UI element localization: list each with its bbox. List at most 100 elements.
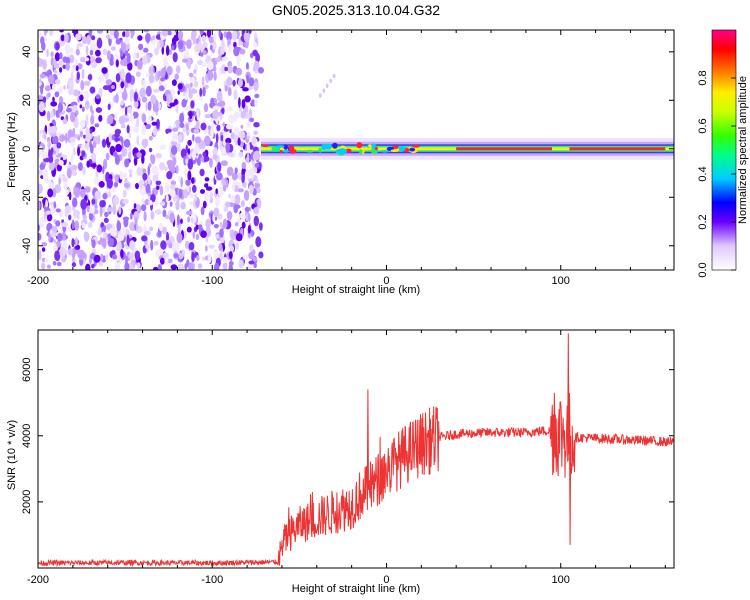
noise-blob (155, 180, 162, 185)
noise-blob (68, 214, 72, 221)
noise-blob (38, 145, 43, 156)
noise-blob (44, 257, 48, 264)
noise-blob (121, 147, 128, 157)
noise-blob (45, 178, 52, 184)
noise-blob (154, 209, 162, 215)
ridge-blob (288, 145, 295, 153)
noise-blob (176, 232, 183, 244)
noise-blob (150, 40, 157, 45)
noise-blob (75, 33, 82, 41)
noise-blob (75, 90, 80, 96)
noise-blob (184, 92, 188, 101)
noise-blob (194, 147, 200, 154)
signal-ridge (261, 73, 674, 160)
noise-blob (148, 135, 153, 141)
noise-blob (55, 42, 60, 51)
noise-blob (177, 90, 180, 95)
noise-blob (249, 117, 255, 123)
noise-blob (65, 132, 68, 144)
noise-blob (250, 169, 254, 180)
noise-blob (96, 37, 103, 49)
noise-blob (121, 124, 126, 129)
noise-blob (234, 167, 238, 175)
noise-blob (226, 77, 233, 86)
noise-blob (101, 237, 107, 248)
noise-blob (132, 51, 137, 62)
noise-blob (246, 120, 251, 128)
noise-blob (47, 140, 51, 150)
noise-blob (235, 242, 240, 250)
noise-blob (116, 220, 122, 232)
noise-blob (219, 228, 224, 238)
noise-blob (79, 130, 83, 138)
y-tick-label: 20 (21, 94, 33, 106)
colorbar-tick-label: 0.4 (697, 166, 709, 181)
colorbar-tick-label: 0.0 (697, 262, 709, 277)
noise-blob (177, 263, 184, 270)
noise-blob (227, 106, 233, 112)
noise-blob (182, 58, 189, 63)
noise-blob (222, 56, 229, 62)
noise-blob (74, 220, 80, 231)
noise-blob (227, 65, 233, 74)
noise-blob (108, 132, 112, 143)
noise-blob (164, 182, 170, 194)
noise-blob (248, 77, 255, 87)
noise-blob (102, 48, 108, 56)
noise-blob (72, 197, 78, 208)
noise-blob (188, 72, 194, 78)
noise-blob (235, 233, 243, 242)
noise-blob (243, 31, 250, 43)
noise-blob (162, 209, 167, 218)
snr-x-label: Height of straight line (km) (292, 583, 420, 595)
noise-blob (133, 203, 137, 209)
noise-blob (150, 154, 156, 165)
noise-blob (192, 184, 197, 193)
noise-blob (145, 102, 148, 111)
noise-blob (215, 233, 220, 239)
noise-blob (186, 226, 192, 233)
ridge-blob (340, 145, 346, 150)
noise-blob (214, 216, 218, 221)
noise-blob (90, 55, 95, 63)
noise-blob (141, 79, 144, 86)
ridge-blob (374, 146, 378, 151)
noise-blob (180, 201, 186, 210)
noise-blob (98, 114, 103, 122)
noise-blob (218, 100, 226, 108)
noise-blob (253, 122, 260, 128)
noise-blob (241, 161, 247, 169)
noise-blob (225, 142, 231, 154)
noise-blob (90, 105, 93, 113)
noise-blob (103, 225, 107, 232)
noise-blob (245, 213, 249, 222)
noise-blob (136, 135, 140, 146)
noise-blob (118, 230, 125, 242)
noise-blob (185, 83, 190, 88)
noise-blob (116, 241, 122, 252)
noise-blob (191, 251, 195, 263)
noise-blob (187, 63, 191, 70)
noise-blob (163, 166, 168, 171)
noise-blob (128, 252, 135, 260)
noise-blob (212, 213, 215, 223)
y-tick-label: 0 (21, 146, 33, 152)
noise-blob (40, 84, 44, 95)
ridge-blob (283, 149, 289, 153)
ridge-blob (275, 145, 285, 148)
noise-blob (253, 150, 261, 161)
noise-blob (85, 45, 89, 56)
noise-blob (200, 189, 205, 194)
noise-blob (53, 239, 57, 244)
stray-blob (332, 73, 336, 79)
noise-blob (244, 206, 250, 212)
stray-blob (329, 78, 333, 84)
noise-blob (53, 63, 60, 69)
noise-blob (144, 230, 151, 236)
noise-blob (42, 168, 48, 178)
noise-blob (247, 135, 250, 141)
noise-blob (254, 162, 260, 168)
x-tick-label: 100 (552, 574, 570, 586)
noise-blob (187, 170, 192, 182)
